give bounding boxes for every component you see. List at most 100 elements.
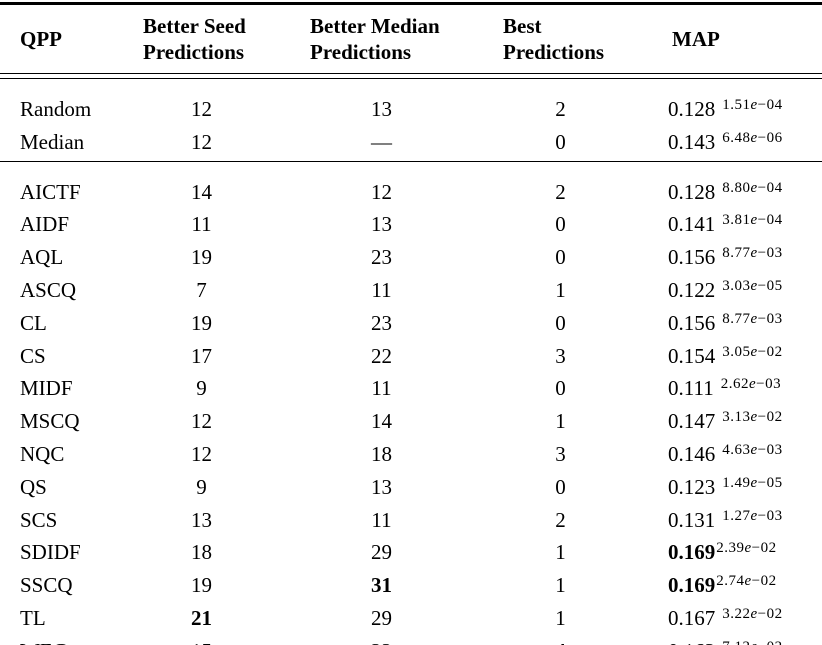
cell-map: 0.156 8.77e−03 xyxy=(668,305,822,338)
table-row-aql: AQL 19 23 0 0.156 8.77e−03 xyxy=(0,239,822,272)
p-value-superscript: 7.12e−02 xyxy=(722,639,782,645)
header-line: Best xyxy=(503,14,542,38)
cell-better-seed-predictions: 12 xyxy=(191,409,212,434)
col-header-best-predictions: Best Predictions xyxy=(503,3,668,74)
map-value: 0.143 xyxy=(668,129,716,154)
exponent-e: e xyxy=(750,179,758,196)
table-row-cs: CS 17 22 3 0.154 3.05e−02 xyxy=(0,338,822,371)
exponent-e: e xyxy=(748,376,757,393)
table-row-scs: SCS 13 11 2 0.131 1.27e−03 xyxy=(0,502,822,535)
group-separator xyxy=(0,160,822,162)
p-value-superscript: 3.22e−02 xyxy=(722,605,783,622)
exponent-e: e xyxy=(750,129,758,146)
exponent-e: e xyxy=(750,605,758,622)
cell-qpp-name: AIDF xyxy=(20,212,70,237)
cell-better-median-predictions: 11 xyxy=(371,277,392,302)
cell-better-seed-predictions: 18 xyxy=(191,540,212,565)
map-value: 0.169 xyxy=(668,573,716,598)
cell-qpp-name: CL xyxy=(20,310,47,335)
cell-qpp-name: MSCQ xyxy=(20,409,80,434)
cell-better-median-predictions: 23 xyxy=(371,310,392,335)
p-value-superscript: 4.63e−03 xyxy=(722,441,783,458)
map-value: 0.156 xyxy=(668,310,716,335)
header-line: Predictions xyxy=(143,40,245,64)
cell-map: 0.122 3.03e−05 xyxy=(668,272,822,305)
table-row-midf: MIDF 9 11 0 0.111 2.62e−03 xyxy=(0,370,822,403)
cell-better-seed-predictions: 19 xyxy=(191,310,212,335)
cell-better-median-predictions: 13 xyxy=(371,97,392,121)
p-value-superscript: 3.05e−02 xyxy=(722,343,783,360)
exponent-e: e xyxy=(744,540,752,557)
exponent-e: e xyxy=(750,474,758,491)
cell-best-predictions: 1 xyxy=(555,540,566,565)
table-row-sdidf: SDIDF 18 29 1 0.1692.39e−02 xyxy=(0,534,822,567)
cell-better-seed-predictions: 12 xyxy=(191,441,212,466)
cell-best-predictions: 3 xyxy=(555,343,566,368)
header-line: Predictions xyxy=(310,40,412,64)
cell-better-median-predictions: 29 xyxy=(371,605,392,630)
cell-better-seed-predictions: 17 xyxy=(191,343,212,368)
map-value: 0.163 xyxy=(668,639,715,645)
p-value-superscript: 3.81e−04 xyxy=(722,212,783,229)
cell-qpp-name: Random xyxy=(20,97,92,121)
map-value: 0.128 xyxy=(668,179,716,204)
cell-best-predictions: 0 xyxy=(555,376,566,401)
cell-map: 0.156 8.77e−03 xyxy=(668,239,822,272)
exponent-e: e xyxy=(750,507,758,524)
cell-qpp-name: QS xyxy=(20,474,47,499)
table-row-random: Random 12 13 2 0.128 1.51e−04 xyxy=(0,79,822,124)
cell-better-median-predictions: 23 xyxy=(371,245,392,270)
map-value: 0.141 xyxy=(668,212,716,237)
table-row-ascq: ASCQ 7 11 1 0.122 3.03e−05 xyxy=(0,272,822,305)
table-row-qs: QS 9 13 0 0.123 1.49e−05 xyxy=(0,469,822,502)
cell-qpp-name: CS xyxy=(20,343,46,368)
cell-better-median-predictions: 11 xyxy=(371,376,392,401)
map-value: 0.131 xyxy=(668,507,716,532)
cell-best-predictions: 1 xyxy=(555,573,566,598)
map-value: 0.123 xyxy=(668,474,716,499)
table-row-sscq: SSCQ 19 31 1 0.1692.74e−02 xyxy=(0,567,822,600)
cell-best-predictions: 1 xyxy=(555,409,566,434)
table-row-nqc: NQC 12 18 3 0.146 4.63e−03 xyxy=(0,436,822,469)
map-value: 0.146 xyxy=(668,441,716,466)
map-value: 0.147 xyxy=(668,409,716,434)
header-line: Predictions xyxy=(503,40,605,64)
p-value-superscript: 8.77e−03 xyxy=(722,310,783,327)
cell-qpp-name: AICTF xyxy=(20,179,81,204)
cell-better-median-predictions: 13 xyxy=(371,474,392,499)
cell-better-seed-predictions: 9 xyxy=(196,376,207,401)
map-value: 0.122 xyxy=(668,277,716,302)
cell-better-seed-predictions: 19 xyxy=(191,245,212,270)
cell-better-seed-predictions: 19 xyxy=(191,573,212,598)
cell-best-predictions: 3 xyxy=(555,441,566,466)
table-row-weg: WEG152240.163 7.12e−02 xyxy=(0,633,822,645)
cell-better-median-predictions: 22 xyxy=(310,633,503,645)
col-header-better-seed-predictions: Better Seed Predictions xyxy=(143,3,310,74)
col-header-map: MAP xyxy=(668,3,822,74)
cell-qpp-name: ASCQ xyxy=(20,277,77,302)
cell-map: 0.143 6.48e−06 xyxy=(668,124,822,161)
cell-best-predictions: 1 xyxy=(555,605,566,630)
cell-map: 0.1692.39e−02 xyxy=(668,534,822,567)
exponent-e: e xyxy=(750,441,758,458)
cell-better-seed-predictions: 12 xyxy=(191,97,212,121)
cell-best-predictions: 0 xyxy=(555,474,566,499)
exponent-e: e xyxy=(744,573,752,590)
cell-qpp-name: SSCQ xyxy=(20,573,73,598)
exponent-e: e xyxy=(750,97,758,113)
table-row-aictf: AICTF 14 12 2 0.128 8.80e−04 xyxy=(0,161,822,206)
group-separator-rule xyxy=(0,160,822,162)
cell-qpp-name: TL xyxy=(20,605,46,630)
cell-best-predictions: 0 xyxy=(555,212,566,237)
cell-better-median-predictions: 14 xyxy=(371,409,392,434)
cell-best-predictions: 2 xyxy=(555,97,566,121)
cell-map: 0.167 3.22e−02 xyxy=(668,600,822,633)
cell-better-seed-predictions: 12 xyxy=(191,129,212,154)
header-line: Better Median xyxy=(310,14,440,38)
cell-qpp-name: Median xyxy=(20,129,85,154)
header-line: Better Seed xyxy=(143,14,246,38)
map-value: 0.111 xyxy=(668,376,714,401)
table-row-mscq: MSCQ 12 14 1 0.147 3.13e−02 xyxy=(0,403,822,436)
map-value: 0.167 xyxy=(668,605,716,630)
